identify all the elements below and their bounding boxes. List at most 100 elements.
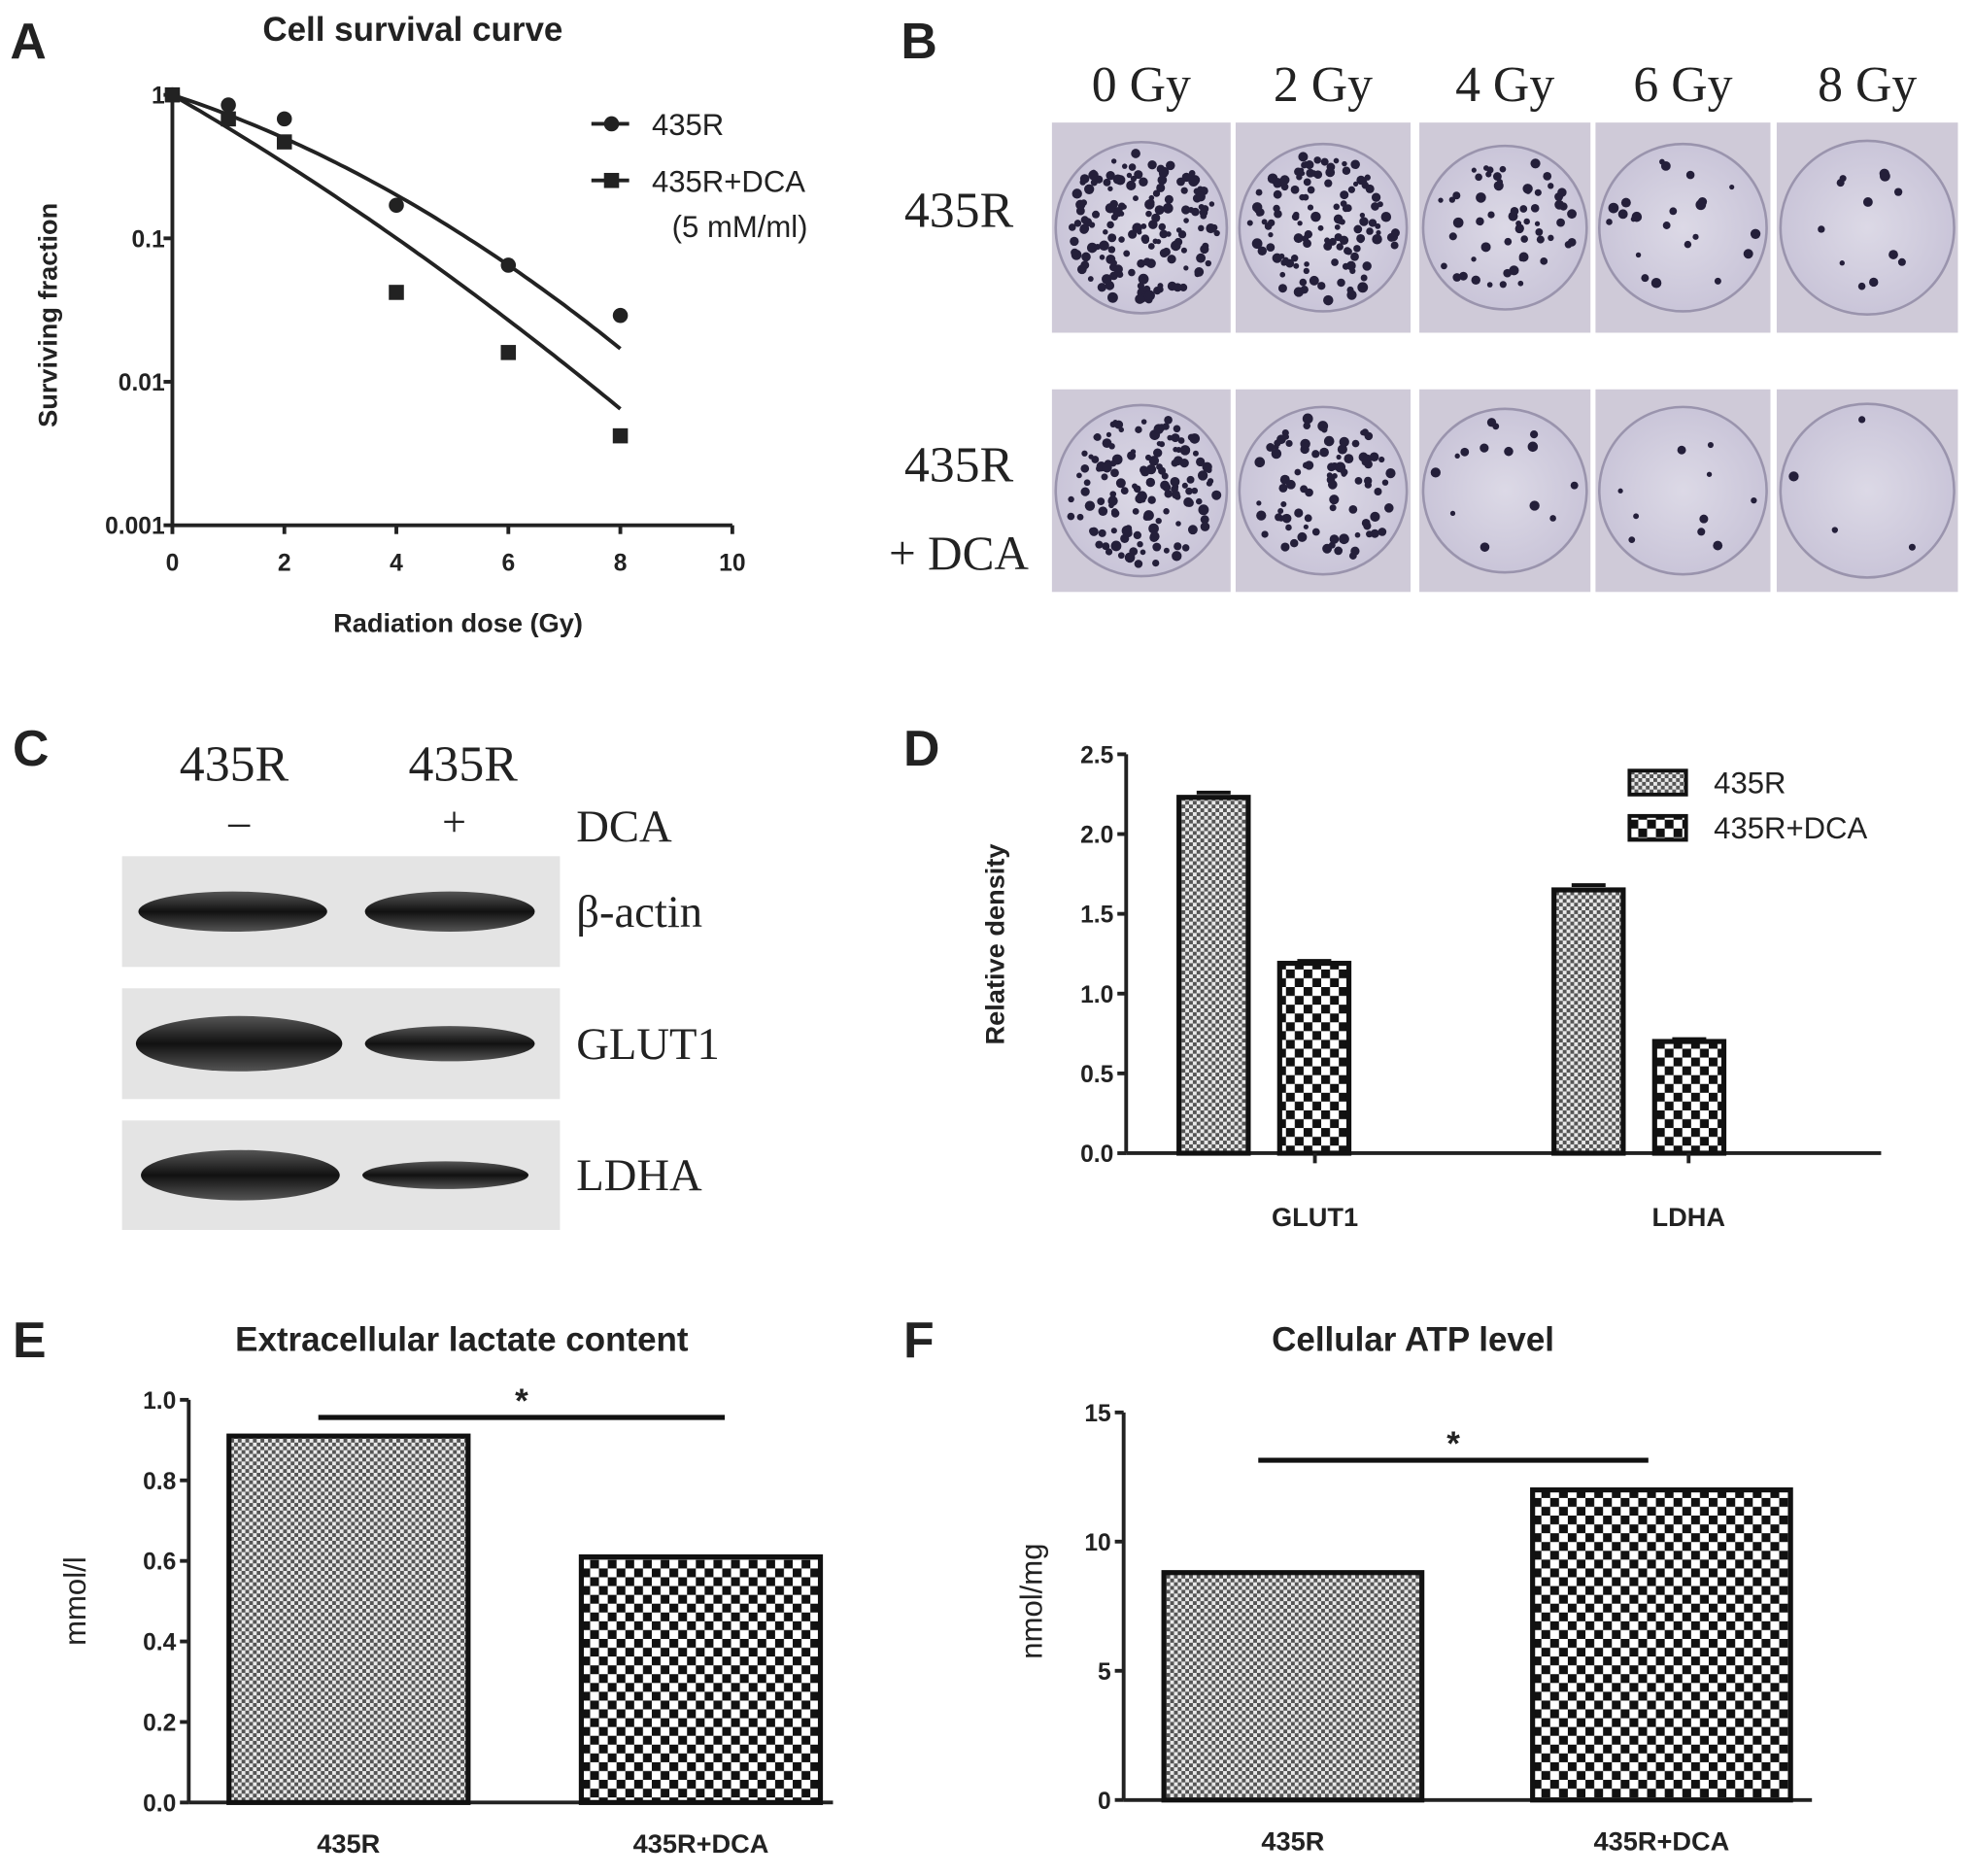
protein-label: GLUT1 — [576, 1019, 720, 1070]
colony — [1357, 282, 1369, 293]
colony — [1305, 488, 1313, 497]
colony — [1171, 240, 1181, 252]
y-tick-label: 1.0 — [143, 1388, 176, 1415]
colony — [1350, 252, 1359, 261]
colony — [1126, 172, 1133, 179]
colony — [1630, 216, 1637, 222]
legend-label-line2: (5 mM/ml) — [672, 210, 808, 244]
colony — [1261, 219, 1268, 225]
y-tick-label: 0.4 — [143, 1630, 177, 1656]
colony — [1102, 274, 1112, 285]
colony — [1149, 532, 1159, 542]
colony — [1340, 190, 1349, 200]
colony — [1908, 543, 1916, 551]
colony — [1088, 454, 1094, 460]
colony — [1161, 472, 1169, 480]
colony — [1332, 472, 1338, 479]
y-tick-label: 1.0 — [1080, 982, 1113, 1008]
protein-label: β-actin — [576, 887, 702, 938]
colony — [1366, 227, 1374, 235]
colony — [1155, 517, 1162, 525]
colony — [1499, 281, 1507, 289]
colony — [1339, 436, 1349, 447]
colony — [1543, 172, 1552, 181]
data-point-square — [389, 285, 404, 300]
colony — [1130, 175, 1138, 183]
colony — [1198, 224, 1205, 232]
colony — [1441, 262, 1447, 270]
colony — [1669, 207, 1678, 216]
colony — [1339, 533, 1349, 545]
colony — [1152, 238, 1159, 245]
colony — [1152, 189, 1161, 197]
colony — [1171, 433, 1180, 443]
colony — [1116, 271, 1124, 279]
colony — [1706, 471, 1713, 477]
panel-label-c: C — [13, 720, 49, 776]
y-tick-label: 2.5 — [1080, 742, 1113, 768]
y-axis-label: mmol/l — [58, 1556, 92, 1646]
colony — [1344, 204, 1352, 213]
colony — [1751, 497, 1757, 504]
colony — [1118, 211, 1125, 217]
colony — [1145, 454, 1152, 461]
colony — [1181, 172, 1191, 183]
colony — [1173, 283, 1182, 292]
colony — [1285, 524, 1292, 531]
colony — [1458, 271, 1468, 281]
colony — [1130, 449, 1137, 455]
dose-label: 4 Gy — [1455, 57, 1554, 113]
colony — [1173, 425, 1181, 433]
colony — [1251, 202, 1263, 213]
colony — [1383, 503, 1394, 513]
bar-glut1-1 — [1276, 960, 1352, 1156]
colony — [1266, 243, 1276, 253]
colony — [1110, 528, 1117, 534]
colony — [1110, 508, 1119, 516]
colony — [1285, 479, 1296, 490]
colony — [1534, 221, 1541, 226]
colony — [1509, 265, 1519, 276]
colony — [1109, 460, 1117, 467]
colony — [1272, 253, 1282, 263]
petri-dish — [1421, 144, 1588, 311]
data-point-circle — [389, 197, 404, 214]
colony — [1529, 429, 1539, 439]
colony — [1194, 267, 1205, 277]
dose-label: 2 Gy — [1274, 57, 1373, 113]
colony — [1076, 513, 1084, 521]
colony — [1128, 229, 1138, 239]
colony — [1662, 222, 1671, 229]
colony — [1346, 260, 1356, 271]
colony — [1145, 210, 1152, 218]
colony — [1183, 265, 1189, 271]
colony — [1371, 202, 1379, 211]
colony — [1080, 487, 1090, 496]
colony — [1510, 207, 1519, 216]
plate-photo — [1051, 389, 1231, 593]
colony — [1206, 222, 1216, 234]
x-tick-label: GLUT1 — [1272, 1202, 1358, 1232]
colony — [1186, 475, 1195, 484]
data-point-circle — [612, 307, 629, 324]
colony — [1302, 413, 1313, 425]
colony — [1181, 205, 1191, 215]
colony — [1099, 240, 1109, 252]
colony — [1139, 177, 1148, 187]
colony — [1743, 249, 1753, 259]
colony — [1633, 513, 1640, 520]
bar-1 — [1530, 1487, 1793, 1803]
colony — [1121, 204, 1127, 210]
colony — [1152, 559, 1160, 567]
colony — [1356, 233, 1366, 243]
petri-dish — [1238, 405, 1409, 576]
plate-photo — [1776, 122, 1958, 333]
plate-photo — [1776, 389, 1958, 593]
row-label: 435R — [904, 437, 1014, 493]
y-tick-label: 0.8 — [143, 1469, 176, 1495]
colony — [1519, 205, 1528, 213]
colony — [1091, 174, 1098, 182]
colony — [1317, 224, 1324, 231]
colony — [1211, 490, 1222, 500]
x-tick-label: 435R+DCA — [633, 1828, 769, 1859]
